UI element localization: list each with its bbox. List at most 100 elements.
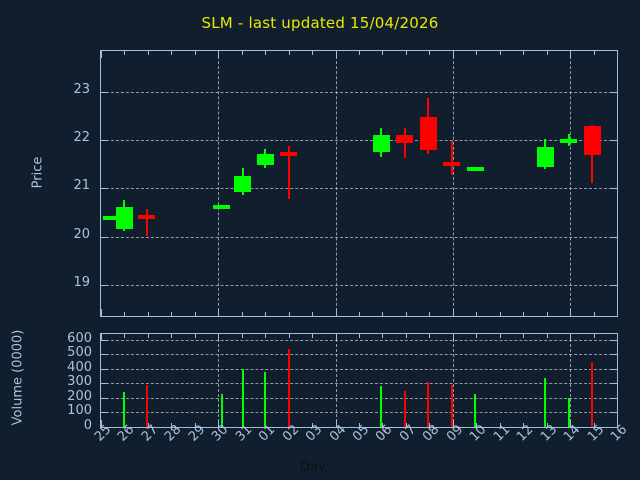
price-axis-tick-label: 21 <box>73 178 90 194</box>
volume-gridline <box>101 339 617 341</box>
day-tick <box>218 309 220 316</box>
volume-bar <box>591 361 594 427</box>
day-tick <box>452 334 454 341</box>
price-tick <box>101 284 107 286</box>
candle-wick <box>450 141 453 175</box>
day-tick <box>241 51 243 55</box>
price-gridline <box>101 236 617 238</box>
volume-tick <box>101 397 107 399</box>
volume-bar <box>287 348 290 427</box>
day-tick <box>476 312 478 316</box>
volume-tick <box>101 412 107 414</box>
volume-axis-tick-label: 500 <box>67 345 92 361</box>
day-gridline <box>218 334 220 427</box>
price-tick <box>611 140 617 142</box>
volume-gridline <box>101 412 617 414</box>
day-tick <box>570 51 572 58</box>
volume-bar <box>544 377 547 427</box>
day-tick <box>335 51 337 58</box>
day-tick <box>194 51 196 55</box>
day-tick <box>218 420 220 427</box>
candle-body <box>256 153 274 166</box>
volume-tick <box>611 397 617 399</box>
volume-plot-inner <box>101 334 618 428</box>
price-axis-tick-label: 23 <box>73 81 90 97</box>
day-tick <box>124 51 126 55</box>
day-tick <box>382 334 384 338</box>
day-tick <box>617 51 618 55</box>
volume-tick <box>611 354 617 356</box>
price-tick <box>101 236 107 238</box>
day-tick <box>452 309 454 316</box>
day-tick <box>570 309 572 316</box>
volume-axis-tick-label: 200 <box>67 388 92 404</box>
volume-bar <box>450 384 453 427</box>
volume-gridline <box>101 383 617 385</box>
candle-body <box>280 152 298 157</box>
day-tick <box>499 334 501 338</box>
day-tick <box>570 420 572 427</box>
volume-tick <box>611 368 617 370</box>
day-tick <box>546 334 548 338</box>
volume-bar <box>145 384 148 427</box>
day-tick <box>288 334 290 338</box>
volume-tick <box>611 427 617 428</box>
chart-title: SLM - last updated 15/04/2026 <box>201 14 439 32</box>
price-gridline <box>101 284 617 286</box>
volume-tick <box>101 354 107 356</box>
day-gridline <box>335 334 337 427</box>
day-tick <box>405 334 407 338</box>
price-plot-area <box>100 50 618 317</box>
price-axis-tick-label: 20 <box>73 226 90 242</box>
volume-axis-title: Volume (0000) <box>10 329 26 426</box>
day-tick <box>265 51 267 55</box>
day-tick <box>429 423 431 427</box>
volume-tick <box>611 412 617 414</box>
candle-body <box>583 125 601 155</box>
day-tick <box>147 51 149 55</box>
day-gridline <box>570 334 572 427</box>
volume-tick <box>611 339 617 341</box>
day-tick <box>546 51 548 55</box>
day-tick <box>241 334 243 338</box>
candle-body <box>560 138 578 143</box>
day-tick <box>359 334 360 338</box>
day-tick <box>429 334 431 338</box>
day-tick <box>265 334 267 338</box>
day-tick <box>499 423 501 427</box>
day-tick <box>288 312 290 316</box>
day-tick <box>523 423 525 427</box>
volume-axis-tick-label: 100 <box>67 403 92 419</box>
day-tick <box>405 312 407 316</box>
day-tick <box>476 423 478 427</box>
day-tick <box>171 423 173 427</box>
day-tick <box>194 312 196 316</box>
day-tick <box>194 334 196 338</box>
day-tick <box>382 51 384 55</box>
volume-tick <box>101 368 107 370</box>
day-gridline <box>452 51 454 316</box>
day-tick <box>546 312 548 316</box>
volume-gridline <box>101 368 617 370</box>
candle-body <box>103 215 121 220</box>
price-tick <box>611 236 617 238</box>
volume-tick <box>611 383 617 385</box>
day-tick <box>335 420 337 427</box>
day-tick <box>523 51 525 55</box>
candle-body <box>138 214 156 219</box>
day-tick <box>359 312 360 316</box>
day-tick <box>452 51 454 58</box>
volume-tick <box>101 339 107 341</box>
candle-body <box>213 205 231 210</box>
candle-body <box>396 135 414 143</box>
day-tick <box>382 312 384 316</box>
volume-bar <box>427 381 430 427</box>
day-tick <box>429 51 431 55</box>
price-axis-tick-label: 22 <box>73 130 90 146</box>
day-tick <box>452 420 454 427</box>
day-tick <box>335 334 337 341</box>
volume-bar <box>403 390 406 427</box>
day-tick <box>617 312 618 316</box>
volume-bar <box>380 386 383 427</box>
